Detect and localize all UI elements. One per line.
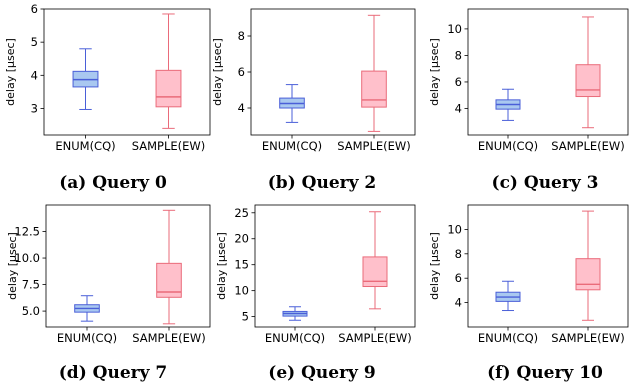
y-tick-label: 15	[234, 258, 249, 272]
y-tick-label: 10	[447, 222, 462, 236]
y-axis-label: delay [µsec]	[4, 38, 17, 106]
iqr-box	[155, 69, 182, 108]
enum-cq-box	[279, 84, 305, 123]
enum-cq-box	[72, 48, 99, 110]
iqr-box	[362, 256, 388, 288]
y-tick-label: 4	[238, 101, 245, 115]
enum-cq-box	[282, 306, 308, 321]
plot-frame	[250, 8, 416, 136]
chart-panel: 3 4 5 6 delay [µsec] ENUM(CQ) SAMPLE(EW) (a) Qu…	[4, 2, 211, 193]
enum-cq-box	[495, 280, 521, 312]
y-tick-label: 12.5	[14, 225, 40, 239]
plot-frame	[254, 204, 416, 328]
y-axis-label: delay [µsec]	[428, 232, 441, 300]
y-tick-label: 4	[31, 68, 38, 82]
x-category-label: ENUM(CQ)	[478, 139, 538, 153]
x-category-label: SAMPLE(EW)	[338, 331, 412, 345]
sample-ew-box	[361, 14, 387, 132]
x-category-label: ENUM(CQ)	[55, 139, 115, 153]
y-axis-label: delay [µsec]	[6, 232, 19, 300]
y-tick-label: 6	[31, 2, 38, 16]
y-axis-label: delay [µsec]	[428, 38, 441, 106]
panel-caption: (e) Query 9	[268, 363, 375, 383]
chart-panel: 4 6 8 10 delay [µsec] ENUM(CQ) SAMPLE(EW) (c) Q…	[428, 8, 629, 193]
chart-panel: 4 6 8 delay [µsec] ENUM(CQ) SAMPLE(EW) (b) Que…	[211, 8, 416, 193]
panel-caption: (c) Query 3	[492, 173, 599, 193]
sample-ew-box	[362, 211, 388, 310]
y-tick-label: 10	[234, 284, 249, 298]
plot-frame	[43, 8, 211, 136]
panel-caption: (b) Query 2	[268, 173, 376, 193]
x-category-label: ENUM(CQ)	[262, 139, 322, 153]
x-category-label: ENUM(CQ)	[265, 331, 325, 345]
plot-frame	[467, 8, 629, 136]
sample-ew-box	[575, 210, 601, 321]
x-category-label: SAMPLE(EW)	[551, 139, 625, 153]
y-tick-label: 5	[242, 310, 249, 324]
x-category-label: SAMPLE(EW)	[132, 139, 206, 153]
enum-cq-box	[495, 88, 521, 121]
y-tick-label: 10	[447, 22, 462, 36]
iqr-box	[361, 70, 387, 108]
y-tick-label: 8	[238, 29, 245, 43]
y-tick-label: 6	[238, 65, 245, 79]
y-tick-label: 6	[455, 75, 462, 89]
y-axis-label: delay [µsec]	[215, 232, 228, 300]
x-category-label: SAMPLE(EW)	[551, 331, 625, 345]
sample-ew-box	[156, 209, 182, 325]
panel-caption: (d) Query 7	[59, 363, 167, 383]
y-tick-label: 20	[234, 232, 249, 246]
plot-frame	[45, 204, 211, 328]
x-category-label: SAMPLE(EW)	[337, 139, 411, 153]
y-tick-label: 6	[455, 271, 462, 285]
y-tick-label: 10.0	[14, 251, 40, 265]
y-tick-label: 3	[31, 101, 38, 115]
iqr-box	[575, 258, 601, 291]
sample-ew-box	[575, 16, 601, 129]
y-tick-label: 4	[455, 296, 462, 310]
y-tick-label: 25	[234, 206, 249, 220]
x-category-label: ENUM(CQ)	[57, 331, 117, 345]
y-axis-label: delay [µsec]	[211, 38, 224, 106]
plot-frame	[467, 204, 629, 328]
y-tick-label: 5.0	[22, 304, 40, 318]
enum-cq-box	[74, 295, 100, 322]
chart-panel: 4 6 8 10 delay [µsec] ENUM(CQ) SAMPLE(EW) (f) Q…	[428, 204, 629, 383]
x-category-label: ENUM(CQ)	[478, 331, 538, 345]
panel-caption: (a) Query 0	[59, 173, 167, 193]
y-tick-label: 5	[31, 35, 38, 49]
panel-caption: (f) Query 10	[487, 363, 603, 383]
y-tick-label: 8	[455, 247, 462, 261]
y-tick-label: 4	[455, 101, 462, 115]
y-tick-label: 8	[455, 48, 462, 62]
x-category-label: SAMPLE(EW)	[132, 331, 206, 345]
iqr-box	[575, 64, 601, 98]
chart-panel: 5 10 15 20 25 delay [µsec] ENUM(CQ) SAMPLE(EW) (…	[215, 204, 416, 383]
sample-ew-box	[155, 13, 182, 129]
y-tick-label: 7.5	[22, 278, 40, 292]
